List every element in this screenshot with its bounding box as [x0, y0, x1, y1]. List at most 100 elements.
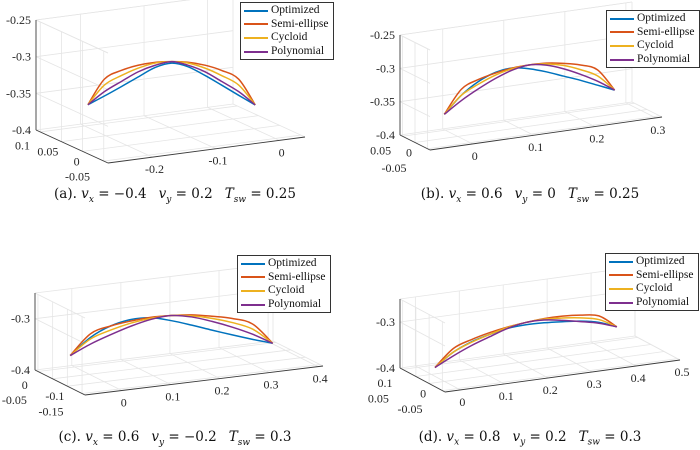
y-axis [399, 134, 431, 151]
y-tick-label: 0.05 [370, 143, 391, 157]
grid-line [232, 103, 306, 138]
grid-line [35, 92, 109, 127]
caption-label: (b). [420, 186, 445, 202]
y-tick-label: -0.05 [398, 402, 423, 416]
legend-label: Cycloid [637, 39, 674, 52]
y-tick-label: -0.05 [65, 169, 90, 183]
x-tick-label: 0.2 [589, 132, 604, 146]
grid-line [34, 292, 86, 319]
grid-line [35, 19, 109, 54]
vy-value: = −0.2 [168, 429, 217, 445]
x-tick-label: 0.3 [587, 377, 602, 391]
legend-item: Semi-ellipse [244, 18, 329, 32]
legend-item: Optimized [241, 257, 326, 271]
grid-line [207, 106, 280, 141]
legend-a: Optimized Semi-ellipse Cycloid Polynomial [240, 2, 334, 61]
legend-item: Optimized [244, 4, 329, 18]
grid-line [35, 0, 191, 21]
grid-line [37, 342, 276, 372]
grid-line [546, 347, 593, 373]
tsw-value: = 0.25 [593, 186, 640, 202]
grid-line [82, 364, 321, 394]
grid-line [399, 34, 431, 51]
y-axis [35, 129, 109, 164]
legend-swatch [241, 289, 265, 292]
x-axis [444, 359, 681, 393]
y-tick-label: 0.1 [15, 139, 30, 153]
x-tick-label: 0 [121, 396, 127, 410]
tsw-symbol: T [228, 429, 238, 445]
plot-c: 0 0.1 0.2 0.3 0.4-0.4-0.30-0.05 -0.1-0.15 [2, 263, 328, 418]
x-tick-label: 0 [459, 395, 465, 409]
grid-line [427, 115, 660, 150]
legend-swatch [244, 9, 268, 12]
vy-value: = 0.2 [529, 429, 567, 445]
legend-swatch [609, 274, 633, 277]
legend-item: Cycloid [241, 284, 326, 298]
grid-line [590, 341, 637, 367]
vx-subscript: x [88, 194, 94, 205]
plot-d: 0 0.1 0.2 0.3 0.4 0.5-0.4-0.30.10.05 0-0.05 [368, 266, 690, 416]
legend-label: Optimized [636, 255, 685, 267]
grid-line [103, 134, 301, 162]
subplot-a: -0.2 -0.1 0 -0.4 -0.35 -0.3 -0.25 0.1 0.05 0 -0.05… [0, 0, 350, 225]
legend-item: Polynomial [609, 296, 694, 310]
y-tick-label: -0.05 [382, 161, 407, 175]
vy-subscript: y [158, 437, 165, 448]
grid-line [67, 356, 306, 387]
x-tick-label: 0.5 [675, 365, 690, 379]
x-axis [429, 116, 663, 151]
caption-label: (d). [418, 429, 443, 445]
legend-swatch [610, 17, 634, 20]
vy-symbol: v [158, 186, 167, 202]
x-tick-label: 0.1 [499, 389, 514, 403]
grid-line [414, 109, 648, 143]
legend-swatch [244, 50, 268, 53]
series-polynomial-line [443, 63, 615, 115]
legend-item: Cycloid [244, 31, 329, 45]
x-tick-label: 0 [472, 149, 478, 163]
grid-line [80, 123, 153, 158]
x-tick-label: 0.3 [264, 378, 279, 392]
grid-line [169, 353, 221, 379]
y-tick-label: -0.05 [2, 393, 27, 407]
grid-line [399, 101, 431, 118]
grid-line [399, 34, 633, 69]
grid-line [631, 101, 663, 118]
series-polynomial-line [69, 314, 274, 357]
caption-b: (b). vx = 0.6 vy = 0 Tsw = 0.25 [355, 186, 700, 205]
grid-line [82, 124, 280, 152]
y-tick-label: 0.05 [37, 145, 58, 159]
tsw-subscript: sw [576, 194, 590, 205]
vx-value: = 0.6 [465, 186, 503, 202]
plot-a: -0.2-0.10-0.4-0.35-0.3-0.250.1 0.050-0.05 [6, 0, 306, 183]
tsw-subscript: sw [233, 194, 247, 205]
tsw-subscript: sw [587, 437, 600, 448]
vy-value: = 0.2 [175, 186, 213, 202]
legend-label: Cycloid [636, 282, 673, 295]
grid-line [52, 349, 291, 380]
legend-swatch [609, 301, 633, 304]
grid-line [35, 30, 234, 58]
z-tick-label: -0.4 [11, 363, 30, 377]
y-tick-label: 0 [406, 146, 412, 160]
legend-item: Polynomial [244, 45, 329, 59]
grid-line [399, 1, 633, 36]
grid-line [399, 266, 636, 300]
grid-line [34, 263, 274, 294]
subplot-d: 0 0.1 0.2 0.3 0.4 0.5 -0.4 -0.3 0.1 0.05 0 -0.05 Op… [350, 225, 700, 450]
grid-line [143, 115, 217, 150]
grid-line [35, 56, 109, 91]
tsw-value: = 0.25 [250, 186, 296, 202]
vx-value: = −0.4 [98, 186, 147, 202]
legend-swatch [244, 36, 268, 39]
grid-line [399, 67, 431, 84]
grid-line [267, 341, 319, 367]
caption-c: (c). vx = 0.6 vy = −0.2 Tsw = 0.3 [0, 429, 350, 448]
x-tick-label: 0.1 [528, 140, 543, 154]
grid-line [402, 337, 638, 370]
vx-subscript: x [454, 437, 460, 448]
grid-line [40, 105, 238, 133]
caption-a: (a). vx = −0.4 vy = 0.2 Tsw = 0.25 [0, 186, 350, 205]
z-tick-label: -0.4 [376, 128, 395, 142]
